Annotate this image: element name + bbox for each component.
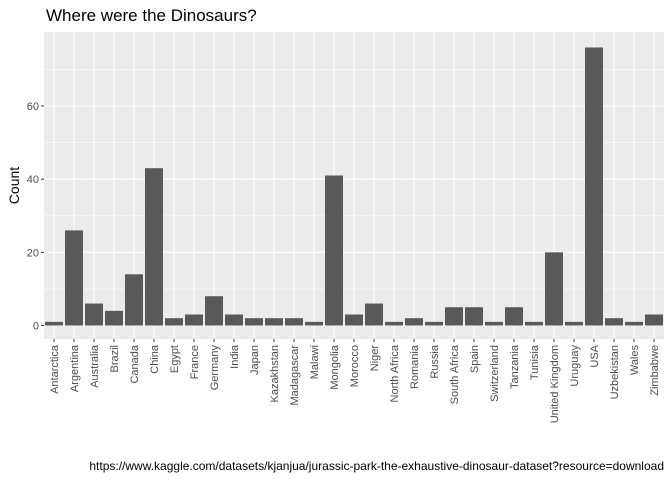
bar xyxy=(65,230,83,326)
x-tick-label: Australia xyxy=(89,344,101,388)
x-tick-label: United Kingdom xyxy=(549,345,561,423)
bar xyxy=(505,307,523,326)
x-tick-label: Tunisia xyxy=(529,344,541,380)
x-tick-label: Spain xyxy=(469,345,481,373)
x-tick-label: Antarctica xyxy=(49,344,61,394)
x-tick-label: North Africa xyxy=(389,344,401,402)
bar xyxy=(245,318,263,326)
bar xyxy=(445,307,463,326)
bar xyxy=(385,321,403,326)
x-tick-label: Malawi xyxy=(309,345,321,379)
x-tick-label: Wales xyxy=(629,345,641,376)
bar xyxy=(145,168,163,326)
x-tick-label: Uzbekistan xyxy=(609,345,621,399)
x-tick-label: Kazakhstan xyxy=(269,345,281,402)
bar xyxy=(585,47,603,326)
chart-title: Where were the Dinosaurs? xyxy=(46,6,257,25)
x-tick-label: Romania xyxy=(409,344,421,389)
x-tick-label: Tanzania xyxy=(509,344,521,389)
x-tick-label: Switzerland xyxy=(489,345,501,402)
x-tick-label: Brazil xyxy=(109,345,121,373)
source-caption: https://www.kaggle.com/datasets/kjanjua/… xyxy=(89,459,664,473)
bar xyxy=(225,314,243,326)
bar xyxy=(625,321,643,326)
bar xyxy=(525,321,543,326)
bar xyxy=(125,274,143,326)
bar xyxy=(465,307,483,326)
x-tick-label: South Africa xyxy=(449,344,461,404)
y-tick-label: 0 xyxy=(33,321,39,333)
x-tick-label: India xyxy=(229,344,241,369)
bar xyxy=(205,296,223,326)
y-tick-label: 40 xyxy=(27,174,39,186)
bar xyxy=(185,314,203,326)
bar xyxy=(485,321,503,326)
x-tick-label: China xyxy=(149,344,161,374)
bar xyxy=(365,303,383,326)
bar xyxy=(45,321,63,326)
x-tick-label: France xyxy=(189,345,201,379)
x-tick-label: Morocco xyxy=(349,345,361,387)
x-tick-label: Madagascar xyxy=(289,345,301,406)
bar xyxy=(305,321,323,326)
x-tick-label: Argentina xyxy=(69,344,81,392)
bar xyxy=(565,321,583,326)
x-tick-label: Zimbabwe xyxy=(649,345,661,396)
bar xyxy=(345,314,363,326)
y-tick-label: 60 xyxy=(27,101,39,113)
x-tick-label: Mongolia xyxy=(329,344,341,390)
x-tick-label: Germany xyxy=(209,345,221,391)
bar xyxy=(105,310,123,326)
bar xyxy=(645,314,663,326)
bar xyxy=(165,318,183,326)
bar xyxy=(545,252,563,326)
bar xyxy=(285,318,303,326)
x-tick-label: Egypt xyxy=(169,345,181,373)
bar xyxy=(325,175,343,326)
bar xyxy=(265,318,283,326)
x-tick-label: Uruguay xyxy=(569,345,581,387)
y-axis-title: Count xyxy=(6,167,22,204)
x-tick-label: Russia xyxy=(429,344,441,379)
x-tick-label: USA xyxy=(589,344,601,367)
bar xyxy=(85,303,103,326)
x-tick-label: Canada xyxy=(129,344,141,383)
y-tick-label: 20 xyxy=(27,247,39,259)
x-tick-label: Niger xyxy=(369,345,381,372)
bar xyxy=(425,321,443,326)
bar xyxy=(405,318,423,326)
bar xyxy=(605,318,623,326)
x-tick-label: Japan xyxy=(249,345,261,375)
